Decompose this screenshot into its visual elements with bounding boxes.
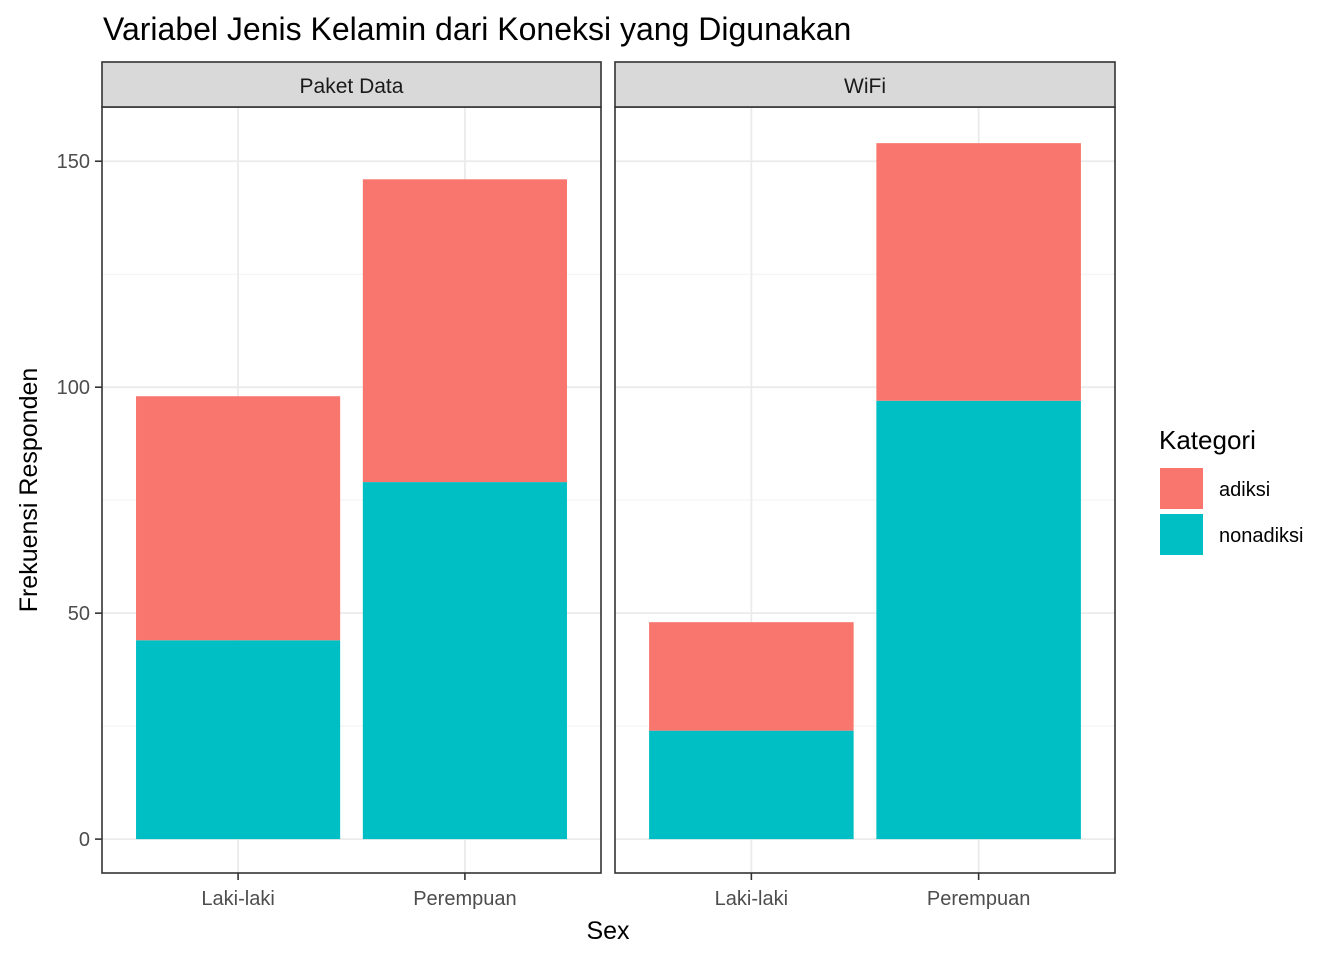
x-axis-title: Sex	[586, 917, 630, 945]
bar-wifi-laki-laki-nonadiksi	[649, 730, 854, 840]
y-axis: 0 50 100 150	[57, 151, 102, 851]
bar-paket-data-perempuan-nonadiksi	[362, 482, 567, 840]
legend-label-adiksi: adiksi	[1219, 479, 1270, 501]
x-tick-label: Perempuan	[413, 888, 516, 910]
facet-strip-label: Paket Data	[300, 75, 404, 98]
legend-label-nonadiksi: nonadiksi	[1219, 525, 1304, 547]
bar-paket-data-perempuan-adiksi	[362, 179, 567, 483]
facet-strip	[101, 61, 602, 108]
x-tick-label: Perempuan	[927, 888, 1030, 910]
y-tick-label: 0	[79, 829, 90, 851]
facet-strip	[614, 61, 1116, 108]
legend: Kategori adiksi nonadiksi	[1159, 425, 1304, 555]
bar-wifi-perempuan-adiksi	[876, 143, 1081, 401]
y-tick-label: 50	[68, 603, 90, 625]
facet-panels: Paket Data Laki-laki Perempuan WiFi Laki-lak…	[101, 61, 1116, 910]
y-tick-label: 100	[57, 377, 90, 399]
chart-title: Variabel Jenis Kelamin dari Koneksi yang…	[103, 11, 851, 47]
bar-paket-data-laki-laki-nonadiksi	[136, 640, 341, 840]
bar-wifi-laki-laki-adiksi	[649, 622, 854, 731]
legend-key-adiksi	[1160, 468, 1203, 509]
bar-paket-data-laki-laki-adiksi	[136, 396, 341, 641]
facet-panel-paket-data: Paket Data Laki-laki Perempuan	[101, 61, 602, 910]
facet-panel-wifi: WiFi Laki-laki Perempuan	[614, 61, 1116, 910]
x-tick-label: Laki-laki	[201, 888, 274, 910]
legend-key-nonadiksi	[1160, 514, 1203, 555]
legend-title: Kategori	[1159, 425, 1256, 455]
y-axis-title: Frekuensi Responden	[15, 368, 43, 613]
facet-strip-label: WiFi	[844, 75, 886, 98]
y-tick-label: 150	[57, 151, 90, 173]
bar-wifi-perempuan-nonadiksi	[876, 400, 1081, 840]
x-tick-label: Laki-laki	[715, 888, 788, 910]
